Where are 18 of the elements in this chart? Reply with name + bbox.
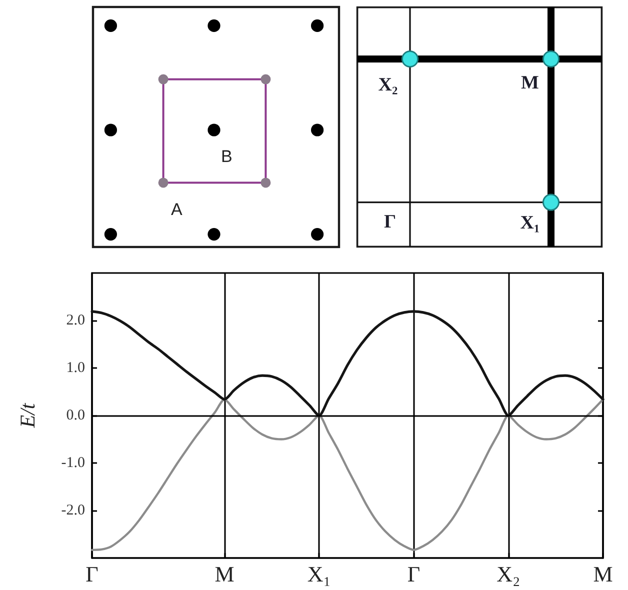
x-tick-label: Γ: [407, 562, 420, 586]
y-tick-label: -1.0: [61, 455, 85, 471]
text: B: [221, 147, 232, 166]
text: X₂: [378, 74, 398, 96]
x-tick-label: Γ: [86, 562, 99, 586]
x-tick-label: M: [593, 562, 613, 586]
y-tick-label: 1.0: [66, 360, 85, 376]
text: A: [171, 200, 184, 219]
y-tick-label: -2.0: [61, 502, 85, 518]
x-tick-label: X₁: [307, 562, 331, 586]
y-tick-label: 0.0: [66, 408, 85, 424]
x-tick-label: M: [214, 562, 234, 586]
y-tick-label: 2.0: [66, 312, 85, 328]
x-tick-label: X₂: [496, 562, 520, 586]
text: M: [521, 72, 540, 94]
y-axis-title: E/t: [16, 402, 40, 429]
text: X₁: [520, 212, 540, 234]
text: Γ: [384, 212, 396, 232]
